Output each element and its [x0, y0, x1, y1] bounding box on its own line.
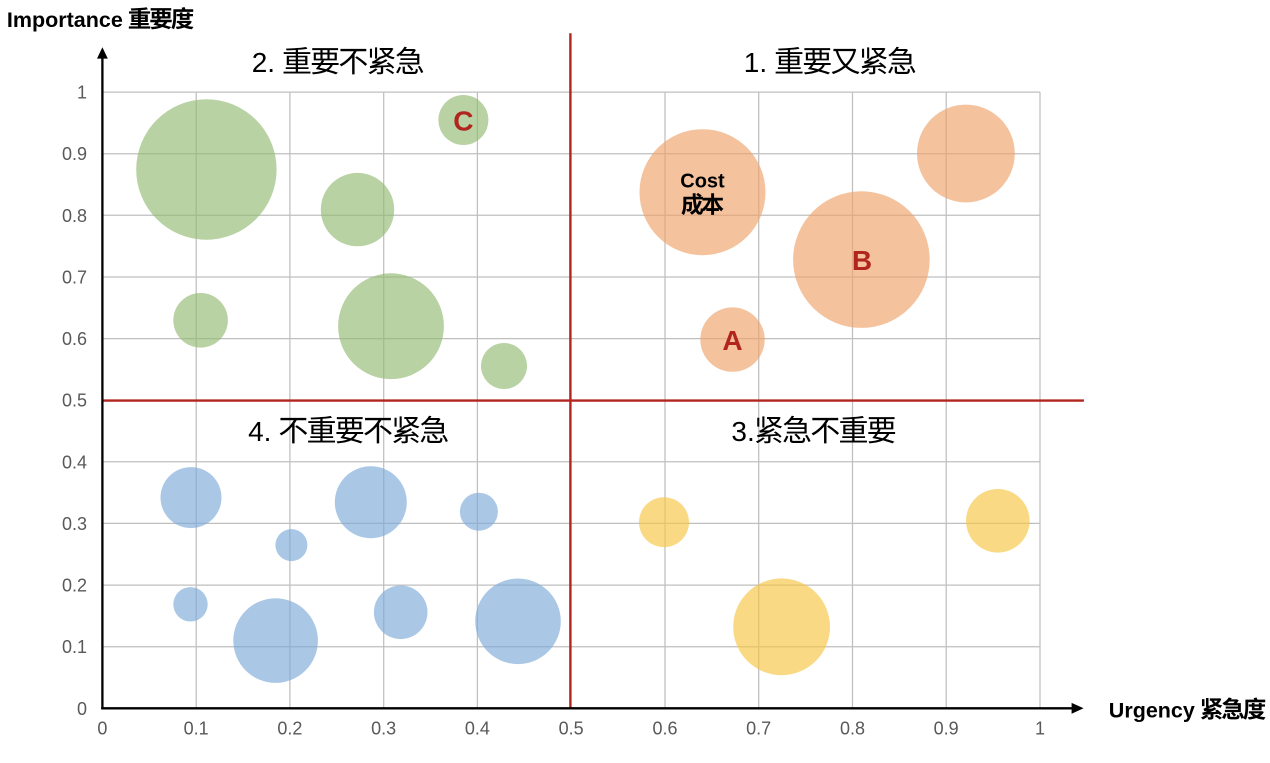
svg-text:1: 1	[77, 83, 87, 103]
svg-text:0.9: 0.9	[934, 719, 959, 739]
svg-text:0.8: 0.8	[840, 719, 865, 739]
svg-text:0.1: 0.1	[62, 637, 87, 657]
svg-text:0.7: 0.7	[62, 268, 87, 288]
svg-text:Importance: Importance	[7, 8, 129, 32]
svg-text:0: 0	[77, 699, 87, 719]
svg-text:0.6: 0.6	[62, 329, 87, 349]
svg-text:0.5: 0.5	[62, 391, 87, 411]
svg-text:0.2: 0.2	[277, 719, 302, 739]
svg-text:0: 0	[97, 719, 107, 739]
svg-text:0.2: 0.2	[62, 576, 87, 596]
svg-text:C: C	[453, 105, 473, 136]
svg-text:0.3: 0.3	[62, 514, 87, 534]
svg-text:0.6: 0.6	[652, 719, 677, 739]
svg-text:A: A	[722, 325, 742, 356]
svg-text:B: B	[852, 245, 872, 276]
svg-text:0.1: 0.1	[184, 719, 209, 739]
svg-text:0.8: 0.8	[62, 206, 87, 226]
svg-text:4.: 4.	[248, 416, 279, 447]
svg-text:Urgency: Urgency	[1109, 699, 1201, 723]
svg-text:0.4: 0.4	[465, 719, 490, 739]
svg-text:3.: 3.	[731, 416, 754, 447]
svg-text:0.7: 0.7	[746, 719, 771, 739]
svg-text:1.: 1.	[744, 47, 775, 78]
svg-text:2.: 2.	[252, 47, 283, 78]
svg-text:0.4: 0.4	[62, 452, 87, 472]
svg-text:1: 1	[1035, 719, 1045, 739]
svg-text:0.9: 0.9	[62, 144, 87, 164]
svg-text:0.3: 0.3	[371, 719, 396, 739]
svg-text:0.5: 0.5	[559, 719, 584, 739]
svg-text:Cost: Cost	[680, 171, 725, 193]
